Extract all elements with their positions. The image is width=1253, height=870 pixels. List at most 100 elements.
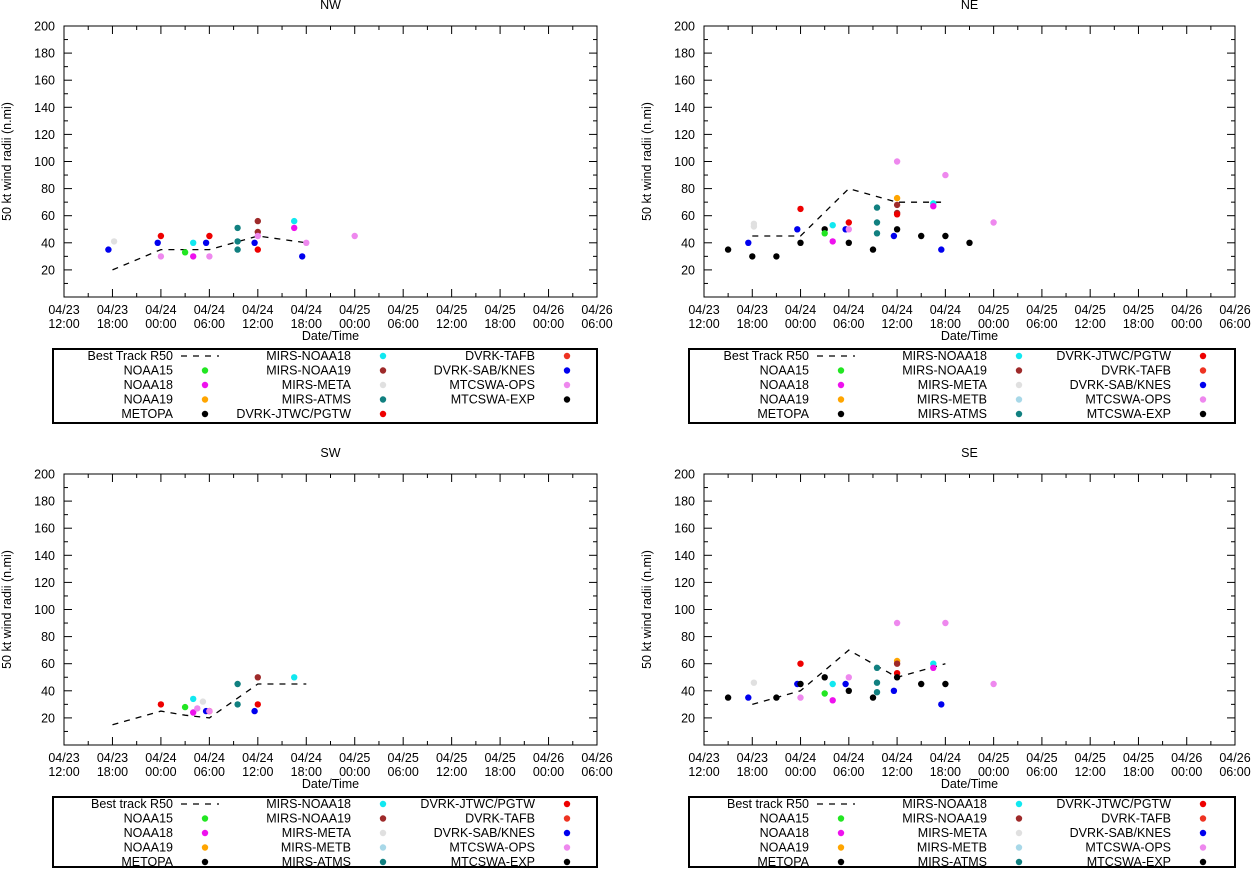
x-tick-time: 00:00 bbox=[339, 317, 370, 331]
legend-marker bbox=[837, 858, 845, 866]
point-mirs-atms bbox=[873, 204, 881, 211]
x-tick-time: 06:00 bbox=[388, 317, 419, 331]
point-dvrk-jtwc-pgtw bbox=[797, 660, 804, 667]
x-tick-time: 06:00 bbox=[833, 317, 864, 331]
y-tick-label: 60 bbox=[681, 657, 695, 671]
best-track-line bbox=[752, 649, 946, 706]
point-mirs-noaa18 bbox=[829, 680, 836, 688]
point-mirs-noaa19 bbox=[893, 660, 901, 667]
point-noaa18 bbox=[190, 709, 197, 716]
legend-marker bbox=[201, 410, 209, 418]
point-noaa18 bbox=[930, 203, 937, 210]
x-tick-date: 04/23 bbox=[97, 751, 128, 765]
legend-marker bbox=[379, 352, 387, 360]
x-tick-date: 04/26 bbox=[1171, 303, 1202, 317]
point-mtcswa-ops bbox=[206, 253, 213, 260]
x-tick-time: 06:00 bbox=[833, 765, 864, 779]
y-axis-label: 50 kt wind radii (n.mi) bbox=[0, 550, 14, 669]
y-tick-label: 40 bbox=[681, 236, 695, 250]
legend-label: MIRS-NOAA19 bbox=[902, 364, 987, 378]
point-metopa bbox=[869, 694, 877, 701]
x-tick-date: 04/26 bbox=[1219, 751, 1250, 765]
x-tick-date: 04/25 bbox=[1123, 751, 1154, 765]
point-metopa bbox=[724, 694, 732, 701]
legend-marker bbox=[201, 829, 209, 837]
legend-marker bbox=[837, 367, 845, 374]
point-mtcswa-ops bbox=[942, 171, 949, 179]
point-dvrk-jtwc-pgtw bbox=[157, 701, 165, 708]
legend-marker bbox=[379, 858, 387, 866]
y-tick-label: 60 bbox=[681, 209, 695, 223]
point-metopa bbox=[845, 239, 852, 246]
x-tick-date: 04/24 bbox=[194, 303, 225, 317]
x-tick-time: 18:00 bbox=[484, 317, 515, 331]
legend-marker bbox=[1015, 844, 1023, 851]
legend-label: DVRK-SAB/KNES bbox=[434, 826, 535, 840]
point-mirs-noaa19 bbox=[254, 217, 261, 225]
x-tick-time: 12:00 bbox=[881, 317, 912, 331]
legend-marker bbox=[837, 396, 845, 403]
legend-label: NOAA18 bbox=[760, 378, 809, 392]
point-metopa bbox=[797, 680, 804, 688]
point-dvrk-jtwc-pgtw bbox=[845, 219, 852, 226]
legend-box bbox=[52, 348, 598, 424]
x-tick-date: 04/23 bbox=[48, 303, 79, 317]
point-mirs-noaa19 bbox=[893, 201, 901, 209]
x-axis-label: Date/Time bbox=[941, 329, 998, 343]
x-tick-date: 04/24 bbox=[145, 751, 176, 765]
x-tick-date: 04/25 bbox=[1026, 303, 1057, 317]
legend-box bbox=[688, 796, 1236, 868]
point-noaa15 bbox=[181, 249, 189, 256]
point-mtcswa-ops bbox=[845, 674, 852, 681]
x-tick-date: 04/25 bbox=[1075, 751, 1106, 765]
point-noaa18 bbox=[190, 253, 197, 260]
y-tick-label: 80 bbox=[41, 630, 55, 644]
point-dvrk-sab-knes bbox=[890, 232, 898, 240]
point-noaa18 bbox=[930, 664, 937, 671]
x-tick-time: 00:00 bbox=[339, 765, 370, 779]
legend-label: NOAA15 bbox=[760, 364, 809, 378]
x-tick-time: 06:00 bbox=[1026, 765, 1057, 779]
chart-nw: NW2040608010012014016018020004/2312:0004… bbox=[0, 0, 613, 424]
point-metopa bbox=[966, 239, 973, 246]
point-dvrk-jtwc-pgtw bbox=[893, 211, 901, 218]
x-tick-date: 04/25 bbox=[978, 751, 1009, 765]
x-tick-time: 18:00 bbox=[291, 317, 322, 331]
y-axis-label: 50 kt wind radii (n.mi) bbox=[0, 102, 14, 221]
legend-marker bbox=[563, 396, 571, 403]
x-tick-time: 18:00 bbox=[737, 317, 768, 331]
point-mirs-atms bbox=[873, 664, 881, 671]
legend-marker bbox=[1199, 367, 1207, 374]
x-tick-time: 00:00 bbox=[533, 765, 564, 779]
y-tick-label: 80 bbox=[41, 182, 55, 196]
plot-frame bbox=[703, 25, 1236, 298]
x-tick-time: 12:00 bbox=[688, 317, 719, 331]
x-tick-time: 12:00 bbox=[436, 765, 467, 779]
legend-label: DVRK-JTWC/PGTW bbox=[236, 407, 351, 421]
x-tick-time: 06:00 bbox=[581, 765, 612, 779]
legend-marker bbox=[1015, 815, 1023, 822]
x-tick-date: 04/25 bbox=[484, 751, 515, 765]
x-tick-date: 04/25 bbox=[1026, 751, 1057, 765]
y-tick-label: 80 bbox=[681, 630, 695, 644]
legend-marker bbox=[563, 815, 571, 822]
y-tick-label: 140 bbox=[674, 549, 695, 563]
legend-marker bbox=[1199, 396, 1207, 403]
y-tick-label: 60 bbox=[41, 209, 55, 223]
legend-label: NOAA18 bbox=[760, 826, 809, 840]
x-tick-time: 18:00 bbox=[97, 765, 128, 779]
legend-label: NOAA18 bbox=[124, 378, 173, 392]
legend-label: MIRS-ATMS bbox=[918, 407, 987, 421]
legend-marker bbox=[379, 410, 387, 418]
point-dvrk-jtwc-pgtw bbox=[797, 205, 804, 213]
legend-marker bbox=[563, 858, 571, 866]
x-tick-time: 18:00 bbox=[291, 765, 322, 779]
legend-label: MTCSWA-EXP bbox=[1087, 407, 1171, 421]
x-tick-time: 06:00 bbox=[1026, 317, 1057, 331]
x-tick-time: 12:00 bbox=[48, 765, 79, 779]
chart-title: SW bbox=[320, 446, 340, 460]
point-mtcswa-ops bbox=[194, 705, 201, 712]
